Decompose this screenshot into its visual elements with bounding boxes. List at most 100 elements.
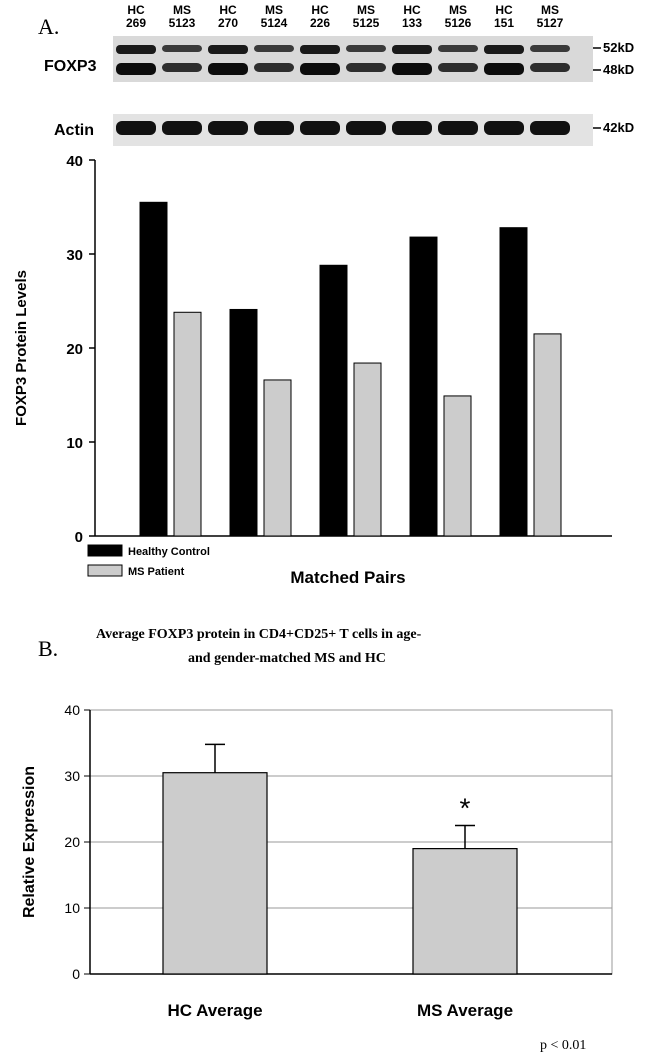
marker-label-52kd: 52kD	[603, 40, 635, 55]
bar-healthy-control	[409, 236, 438, 537]
marker-label-48kd: 48kD	[603, 62, 635, 77]
lane-id: 5127	[536, 16, 564, 30]
lane-id: 5124	[260, 16, 288, 30]
p-value-note: p < 0.01	[540, 1038, 587, 1053]
bar-ms-patient	[443, 395, 472, 537]
lane-group: MS	[541, 3, 559, 17]
blot-lane-label: HC 226	[298, 4, 342, 30]
actin-band	[530, 121, 570, 135]
foxp3-band-48kd	[116, 63, 156, 75]
blot-lane-label: HC 269	[114, 4, 158, 30]
y-axis-title: FOXP3 Protein Levels	[13, 270, 30, 426]
blot-lane-label: MS 5126	[436, 4, 480, 30]
lane-id: 5123	[168, 16, 196, 30]
blot-lane-label: HC 151	[482, 4, 526, 30]
y-tick-label: 10	[64, 900, 80, 916]
actin-band	[346, 121, 386, 135]
panel-a-letter: A.	[38, 14, 60, 39]
actin-band	[392, 121, 432, 135]
lane-group: HC	[403, 3, 421, 17]
x-tick-label: MS Average	[417, 1001, 513, 1020]
foxp3-band-52kd	[162, 45, 202, 52]
lane-group: MS	[173, 3, 191, 17]
actin-band	[116, 121, 156, 135]
blot-lane-label: MS 5127	[528, 4, 572, 30]
legend-label: Healthy Control	[128, 546, 210, 558]
y-tick-label: 20	[64, 834, 80, 850]
lane-group: MS	[265, 3, 283, 17]
foxp3-band-48kd	[162, 63, 202, 72]
bar-healthy-control	[139, 201, 168, 537]
bar-healthy-control	[319, 264, 348, 537]
panel-b-letter: B.	[38, 636, 59, 661]
foxp3-band-48kd	[484, 63, 524, 75]
chart-b-averages: 0 10 20 30 40 Relative Expression HC Average MS…	[21, 702, 613, 1020]
bar-ms-average	[412, 848, 518, 975]
blot-row-label-foxp3: FOXP3	[44, 58, 97, 75]
foxp3-band-52kd	[116, 45, 156, 54]
western-blot-image	[113, 36, 601, 146]
lane-group: HC	[495, 3, 513, 17]
lane-group: HC	[311, 3, 329, 17]
chart-b-title-line-2: and gender-matched MS and HC	[188, 651, 386, 666]
bar-healthy-control	[499, 227, 528, 537]
lane-id: 269	[125, 16, 147, 30]
actin-band	[162, 121, 202, 135]
lane-id: 5125	[352, 16, 380, 30]
actin-band	[484, 121, 524, 135]
foxp3-band-52kd	[346, 45, 386, 52]
lane-id: 226	[309, 16, 331, 30]
foxp3-band-48kd	[392, 63, 432, 75]
bar-ms-patient	[533, 333, 562, 537]
blot-lane-label: MS 5123	[160, 4, 204, 30]
foxp3-band-48kd	[438, 63, 478, 72]
blot-lane-label: HC 270	[206, 4, 250, 30]
lane-group: HC	[127, 3, 145, 17]
foxp3-band-52kd	[300, 45, 340, 54]
foxp3-band-48kd	[530, 63, 570, 72]
y-tick-label: 40	[66, 153, 83, 170]
foxp3-band-52kd	[254, 45, 294, 52]
foxp3-band-48kd	[346, 63, 386, 72]
chart-a-matched-pairs: 0 10 20 30 40 FOXP3 Protein Levels Healthy Con…	[13, 153, 612, 587]
bar-ms-patient	[353, 362, 382, 537]
actin-band	[254, 121, 294, 135]
foxp3-band-48kd	[254, 63, 294, 72]
foxp3-band-48kd	[208, 63, 248, 75]
y-tick-label: 0	[75, 529, 83, 546]
actin-band	[438, 121, 478, 135]
x-axis-title: Matched Pairs	[290, 568, 405, 587]
bar-ms-patient	[263, 379, 292, 537]
foxp3-band-52kd	[484, 45, 524, 54]
lane-id: 151	[493, 16, 515, 30]
foxp3-band-52kd	[438, 45, 478, 52]
bar-healthy-control	[229, 308, 258, 537]
bar-ms-patient	[173, 311, 202, 537]
y-tick-label: 30	[66, 247, 83, 264]
y-tick-label: 20	[66, 341, 83, 358]
actin-band	[208, 121, 248, 135]
lane-group: MS	[449, 3, 467, 17]
x-tick-label: HC Average	[167, 1001, 262, 1020]
legend-label: MS Patient	[128, 566, 185, 578]
legend-swatch	[87, 564, 123, 577]
y-axis-title: Relative Expression	[21, 766, 38, 918]
lane-group: MS	[357, 3, 375, 17]
y-tick-label: 40	[64, 702, 80, 718]
lane-id: 133	[401, 16, 423, 30]
y-tick-label: 30	[64, 768, 80, 784]
blot-lane-label: MS 5125	[344, 4, 388, 30]
bar-hc-average	[162, 772, 268, 975]
foxp3-band-52kd	[530, 45, 570, 52]
blot-row-label-actin: Actin	[54, 122, 94, 139]
foxp3-band-48kd	[300, 63, 340, 75]
legend-swatch	[87, 544, 123, 557]
blot-lane-label: HC 133	[390, 4, 434, 30]
foxp3-band-52kd	[392, 45, 432, 54]
chart-b-title-line-1: Average FOXP3 protein in CD4+CD25+ T cel…	[96, 627, 422, 642]
lane-group: HC	[219, 3, 237, 17]
y-tick-label: 10	[66, 435, 83, 452]
y-tick-label: 0	[72, 966, 80, 982]
lane-id: 5126	[444, 16, 472, 30]
significance-asterisk: *	[460, 793, 471, 824]
